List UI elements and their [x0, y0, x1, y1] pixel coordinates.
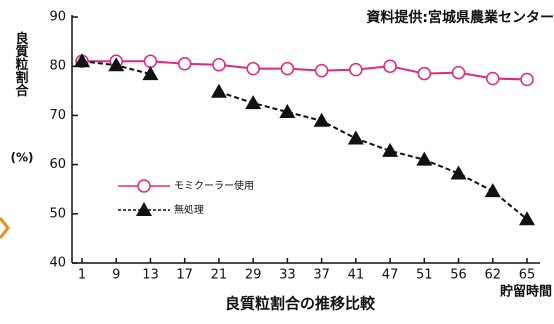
- data-point: [177, 56, 192, 71]
- data-point: [417, 66, 432, 81]
- y-axis-label: 良質粒割合: [13, 31, 29, 98]
- data-point: [382, 142, 399, 157]
- legend-marker: [137, 179, 151, 193]
- data-point: [210, 83, 227, 98]
- data-point: [142, 66, 159, 81]
- x-tick-label: 37: [313, 268, 330, 283]
- decoration: [0, 217, 10, 239]
- data-point: [279, 103, 296, 118]
- y-tick-label: 40: [49, 256, 66, 271]
- data-point: [450, 165, 467, 180]
- y-tick-label: 90: [49, 10, 66, 25]
- y-tick-label: 80: [49, 59, 66, 74]
- chart-title: 資料提供:宮城県農業センター: [366, 9, 554, 26]
- data-point: [314, 63, 329, 78]
- data-point: [349, 62, 363, 77]
- x-tick-label: 9: [112, 268, 120, 283]
- x-tick-label: 51: [416, 268, 433, 283]
- legend-label: モミクーラー使用: [174, 179, 254, 192]
- x-tick-label: 41: [348, 268, 365, 283]
- x-tick-label: 21: [211, 268, 228, 283]
- y-tick-label: 70: [49, 108, 66, 123]
- x-tick-label: 65: [519, 268, 536, 283]
- data-point: [383, 59, 397, 73]
- data-point: [313, 112, 330, 127]
- data-point: [143, 54, 158, 69]
- data-point: [212, 57, 226, 72]
- legend-marker: [136, 202, 152, 216]
- data-point: [246, 61, 260, 76]
- x-tick-label: 13: [142, 268, 159, 283]
- data-point: [108, 57, 125, 72]
- data-point: [347, 130, 364, 145]
- data-point: [280, 61, 295, 76]
- data-point: [484, 183, 501, 198]
- x-tick-label: 62: [484, 268, 501, 283]
- data-point: [486, 71, 500, 86]
- data-point: [416, 151, 433, 166]
- data-point: [519, 211, 535, 226]
- y-tick-label: 60: [49, 157, 66, 172]
- series-line: [81, 60, 528, 220]
- x-tick-label: 47: [382, 268, 399, 283]
- x-tick-label: 33: [279, 268, 296, 283]
- x-tick-label: 56: [450, 268, 467, 283]
- x-tick-label: 17: [176, 268, 193, 283]
- data-point: [451, 65, 466, 80]
- data-point: [74, 53, 90, 68]
- data-point: [245, 95, 262, 110]
- y-tick-label: 50: [49, 206, 66, 221]
- x-tick-label: 29: [245, 268, 262, 283]
- x-axis-label: 貯留時間: [500, 284, 552, 300]
- chart-caption: 良質粒割合の推移比較: [225, 295, 376, 313]
- legend-label: 無処理: [174, 203, 204, 216]
- x-tick-label: 1: [78, 268, 86, 283]
- data-point: [520, 72, 534, 87]
- y-axis-unit: (%): [11, 151, 34, 165]
